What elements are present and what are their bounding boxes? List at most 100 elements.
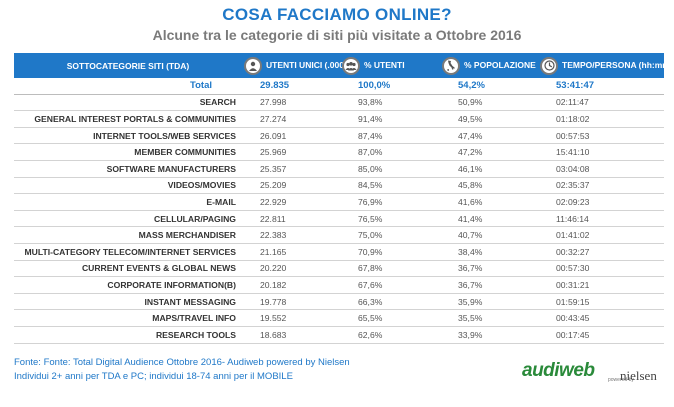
- population-cell: 41,6%: [440, 193, 538, 211]
- time-cell: 02:35:37: [538, 177, 664, 195]
- users-cell: 25.209: [242, 177, 340, 195]
- users-cell: 19.778: [242, 293, 340, 311]
- total-population: 54,2%: [440, 78, 538, 95]
- users-cell: 19.552: [242, 309, 340, 327]
- users-cell: 20.182: [242, 276, 340, 294]
- users-pct-cell: 76,5%: [340, 210, 440, 228]
- users-cell: 22.929: [242, 193, 340, 211]
- population-cell: 35,9%: [440, 293, 538, 311]
- table-row: MASS MERCHANDISER 22.383 75,0% 40,7% 01:41:0…: [14, 226, 664, 244]
- time-cell: 00:57:30: [538, 260, 664, 278]
- users-pct-cell: 85,0%: [340, 160, 440, 178]
- users-pct-cell: 67,6%: [340, 276, 440, 294]
- header-category: SOTTOCATEGORIE SITI (TDA): [14, 53, 242, 78]
- page-title: COSA FACCIAMO ONLINE?: [222, 5, 452, 24]
- detail-note: Individui 2+ anni per TDA e PC; individu…: [14, 371, 293, 382]
- time-cell: 00:43:45: [538, 309, 664, 327]
- users-pct-cell: 91,4%: [340, 110, 440, 128]
- data-table: SOTTOCATEGORIE SITI (TDA) UTENTI UNICI (…: [14, 53, 673, 344]
- audiweb-nielsen-logo: audiweb powered by nielsen: [522, 360, 672, 388]
- category-cell: MASS MERCHANDISER: [14, 226, 242, 244]
- table-row: MAPS/TRAVEL INFO 19.552 65,5% 35,5% 00:43:45: [14, 309, 664, 327]
- logo-partner: nielsen: [620, 368, 657, 383]
- total-users-pct: 100,0%: [340, 78, 440, 95]
- category-cell: SEARCH: [14, 94, 242, 112]
- source-note: Fonte: Fonte: Total Digital Audience Ott…: [14, 357, 350, 368]
- category-cell: CORPORATE INFORMATION(B): [14, 276, 242, 294]
- users-cell: 27.274: [242, 110, 340, 128]
- table-row: INSTANT MESSAGING 19.778 66,3% 35,9% 01:59:1…: [14, 293, 664, 311]
- italy-map-icon: [442, 56, 460, 75]
- users-cell: 25.969: [242, 143, 340, 161]
- population-cell: 40,7%: [440, 226, 538, 244]
- logo-brand: audiweb: [522, 360, 595, 381]
- table-row: E-MAIL 22.929 76,9% 41,6% 02:09:23: [14, 193, 664, 211]
- time-cell: 01:59:15: [538, 293, 664, 311]
- category-cell: INTERNET TOOLS/WEB SERVICES: [14, 127, 242, 145]
- time-cell: 15:41:10: [538, 143, 664, 161]
- users-pct-cell: 66,3%: [340, 293, 440, 311]
- table-row: RESEARCH TOOLS 18.683 62,6% 33,9% 00:17:45: [14, 326, 664, 344]
- total-label: Total: [14, 78, 242, 95]
- users-cell: 26.091: [242, 127, 340, 145]
- category-cell: INSTANT MESSAGING: [14, 293, 242, 311]
- time-cell: 03:04:08: [538, 160, 664, 178]
- time-cell: 02:09:23: [538, 193, 664, 211]
- table-row: VIDEOS/MOVIES 25.209 84,5% 45,8% 02:35:37: [14, 177, 664, 195]
- users-pct-cell: 87,4%: [340, 127, 440, 145]
- users-cell: 22.383: [242, 226, 340, 244]
- category-cell: CURRENT EVENTS & GLOBAL NEWS: [14, 260, 242, 278]
- table-row-total: Total 29.835 100,0% 54,2% 53:41:47: [14, 78, 664, 95]
- population-cell: 33,9%: [440, 326, 538, 344]
- category-cell: RESEARCH TOOLS: [14, 326, 242, 344]
- users-cell: 18.683: [242, 326, 340, 344]
- group-icon: [342, 56, 360, 75]
- logo-powered-by: powered by: [608, 377, 634, 383]
- person-icon: [244, 56, 262, 75]
- population-cell: 45,8%: [440, 177, 538, 195]
- users-pct-cell: 67,8%: [340, 260, 440, 278]
- category-cell: MEMBER COMMUNITIES: [14, 143, 242, 161]
- time-cell: 02:11:47: [538, 94, 664, 112]
- population-cell: 41,4%: [440, 210, 538, 228]
- users-cell: 25.357: [242, 160, 340, 178]
- table-row: CELLULAR/PAGING 22.811 76,5% 41,4% 11:46:14: [14, 210, 664, 228]
- users-pct-cell: 84,5%: [340, 177, 440, 195]
- category-cell: GENERAL INTEREST PORTALS & COMMUNITIES: [14, 110, 242, 128]
- category-cell: MAPS/TRAVEL INFO: [14, 309, 242, 327]
- table-header-row: SOTTOCATEGORIE SITI (TDA) UTENTI UNICI (…: [14, 53, 673, 78]
- table-row: MEMBER COMMUNITIES 25.969 87,0% 47,2% 15:41:…: [14, 143, 664, 161]
- users-cell: 21.165: [242, 243, 340, 261]
- total-time: 53:41:47: [538, 78, 664, 95]
- header-population: % POPOLAZIONE: [440, 53, 538, 78]
- users-pct-cell: 62,6%: [340, 326, 440, 344]
- users-pct-cell: 65,5%: [340, 309, 440, 327]
- table-row: GENERAL INTEREST PORTALS & COMMUNITIES 27…: [14, 110, 664, 128]
- time-cell: 00:31:21: [538, 276, 664, 294]
- table-row: CORPORATE INFORMATION(B) 20.182 67,6% 36,7%…: [14, 276, 664, 294]
- time-cell: 01:18:02: [538, 110, 664, 128]
- category-cell: MULTI-CATEGORY TELECOM/INTERNET SERVICES: [14, 243, 242, 261]
- population-cell: 36,7%: [440, 276, 538, 294]
- users-pct-cell: 87,0%: [340, 143, 440, 161]
- users-cell: 20.220: [242, 260, 340, 278]
- table-row: SEARCH 27.998 93,8% 50,9% 02:11:47: [14, 94, 664, 112]
- time-cell: 00:57:53: [538, 127, 664, 145]
- time-cell: 00:32:27: [538, 243, 664, 261]
- page-subtitle: Alcune tra le categorie di siti più visi…: [152, 27, 522, 43]
- population-cell: 46,1%: [440, 160, 538, 178]
- table-row: INTERNET TOOLS/WEB SERVICES 26.091 87,4% 47…: [14, 127, 664, 145]
- category-cell: CELLULAR/PAGING: [14, 210, 242, 228]
- users-pct-cell: 93,8%: [340, 94, 440, 112]
- population-cell: 49,5%: [440, 110, 538, 128]
- time-cell: 01:41:02: [538, 226, 664, 244]
- header-time: TEMPO/PERSONA (hh:mm): [538, 53, 673, 78]
- population-cell: 47,4%: [440, 127, 538, 145]
- users-cell: 22.811: [242, 210, 340, 228]
- category-cell: SOFTWARE MANUFACTURERS: [14, 160, 242, 178]
- category-cell: VIDEOS/MOVIES: [14, 177, 242, 195]
- users-pct-cell: 76,9%: [340, 193, 440, 211]
- table-row: CURRENT EVENTS & GLOBAL NEWS 20.220 67,8% 3…: [14, 260, 664, 278]
- header-users: UTENTI UNICI (.000): [242, 53, 347, 78]
- table-row: MULTI-CATEGORY TELECOM/INTERNET SERVICES…: [14, 243, 664, 261]
